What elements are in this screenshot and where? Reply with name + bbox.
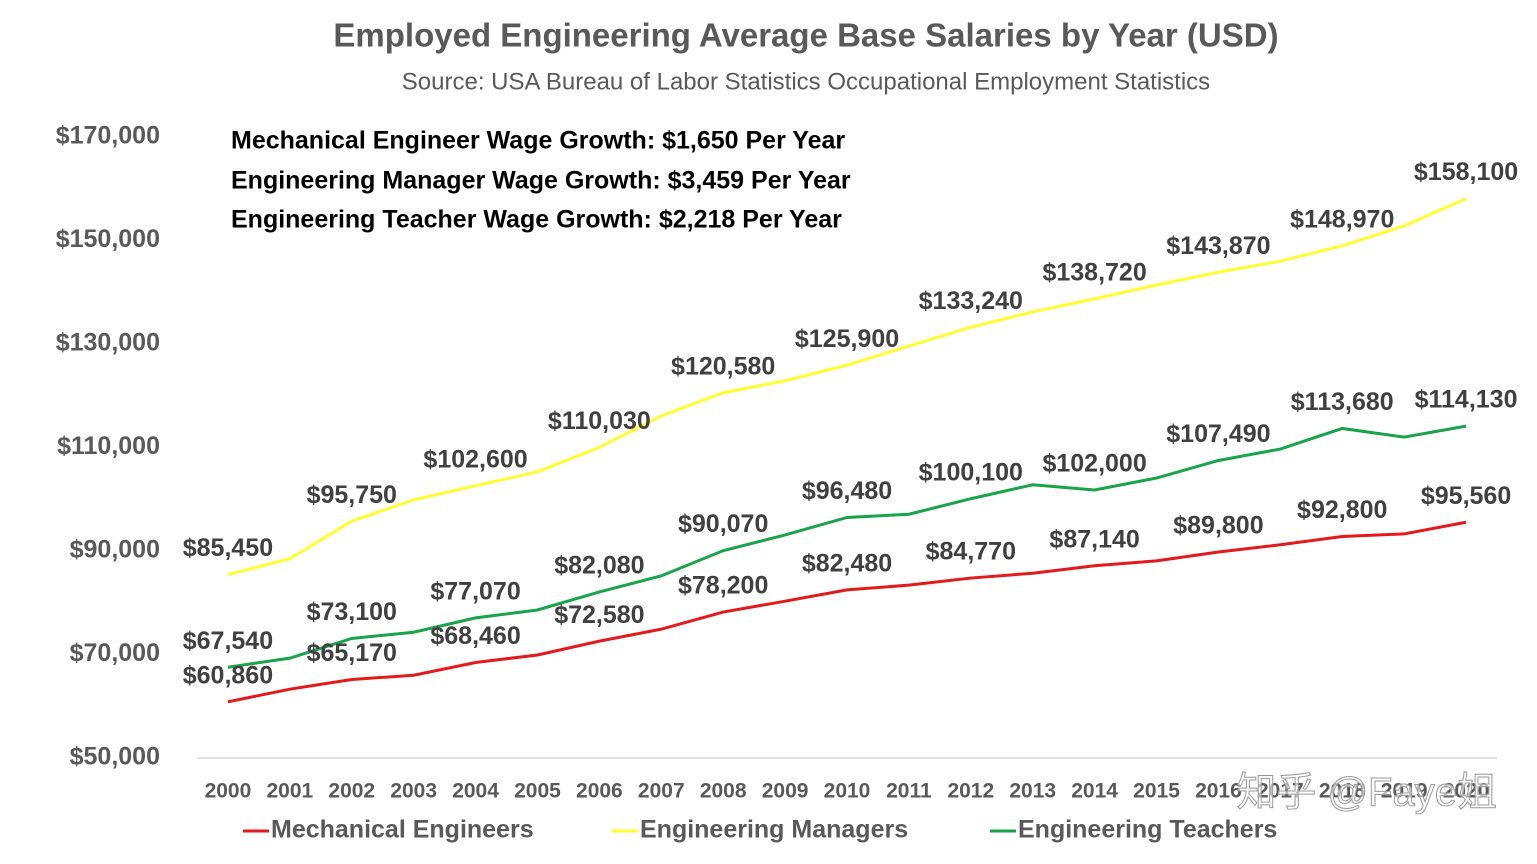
chart-subtitle: Source: USA Bureau of Labor Statistics O… xyxy=(402,68,1210,95)
y-tick-label: $90,000 xyxy=(70,536,160,564)
annotation: Engineering Manager Wage Growth: $3,459 … xyxy=(231,167,851,195)
data-label: $110,030 xyxy=(548,407,651,435)
data-label: $89,800 xyxy=(1173,512,1263,540)
annotation: Engineering Teacher Wage Growth: $2,218 … xyxy=(231,206,842,234)
data-label: $113,680 xyxy=(1291,388,1394,416)
x-tick-label: 2003 xyxy=(390,780,437,803)
data-label: $120,580 xyxy=(671,352,775,380)
data-label: $68,460 xyxy=(430,622,520,650)
x-tick-label: 2008 xyxy=(700,780,747,803)
data-label: $87,140 xyxy=(1049,525,1139,553)
data-label: $82,480 xyxy=(802,550,892,578)
data-label: $65,170 xyxy=(307,639,397,667)
data-label: $102,600 xyxy=(423,445,527,473)
data-label: $85,450 xyxy=(183,534,273,562)
x-tick-label: 2010 xyxy=(824,780,871,803)
x-tick-label: 2012 xyxy=(947,780,994,803)
x-tick-label: 2002 xyxy=(328,780,375,803)
chart-title: Employed Engineering Average Base Salari… xyxy=(333,17,1278,54)
data-label: $114,130 xyxy=(1415,386,1518,414)
data-label: $158,100 xyxy=(1414,158,1518,186)
series-line xyxy=(227,520,1467,704)
legend-label: Mechanical Engineers xyxy=(271,816,534,844)
annotation: Mechanical Engineer Wage Growth: $1,650 … xyxy=(231,127,845,155)
x-tick-label: 2019 xyxy=(1381,780,1428,803)
y-tick-label: $130,000 xyxy=(56,329,160,357)
data-label: $102,000 xyxy=(1042,450,1146,478)
data-label: $138,720 xyxy=(1042,258,1146,286)
data-label: $148,970 xyxy=(1290,205,1394,233)
y-tick-label: $170,000 xyxy=(56,122,160,150)
series-line xyxy=(227,424,1467,669)
x-tick-label: 2015 xyxy=(1133,780,1180,803)
x-tick-label: 2000 xyxy=(205,780,252,803)
data-label: $143,870 xyxy=(1166,232,1270,260)
x-tick-label: 2001 xyxy=(266,780,313,803)
data-label: $96,480 xyxy=(802,477,892,505)
watermark: 知乎 @Faye姐 xyxy=(1236,771,1497,815)
data-label: $67,540 xyxy=(183,627,273,655)
y-tick-label: $110,000 xyxy=(57,432,160,460)
data-label: $78,200 xyxy=(678,572,768,600)
data-label: $92,800 xyxy=(1297,496,1387,524)
data-label: $82,080 xyxy=(554,552,644,580)
y-tick-label: $50,000 xyxy=(70,743,160,771)
data-label: $125,900 xyxy=(795,325,899,353)
x-tick-label: 2020 xyxy=(1443,780,1490,803)
x-tick-label: 2011 xyxy=(886,780,932,803)
x-tick-label: 2017 xyxy=(1257,780,1304,803)
data-label: $60,860 xyxy=(183,661,273,689)
data-label: $84,770 xyxy=(926,538,1016,566)
x-tick-label: 2005 xyxy=(514,780,561,803)
x-tick-label: 2004 xyxy=(452,780,499,803)
x-tick-label: 2006 xyxy=(576,780,623,803)
data-label: $95,750 xyxy=(307,481,397,509)
data-label: $72,580 xyxy=(554,601,644,629)
x-tick-label: 2013 xyxy=(1009,780,1056,803)
x-tick-label: 2016 xyxy=(1195,780,1242,803)
data-label: $73,100 xyxy=(307,598,397,626)
x-tick-label: 2007 xyxy=(638,780,685,803)
data-label: $133,240 xyxy=(919,287,1023,315)
data-label: $77,070 xyxy=(430,578,520,606)
x-tick-label: 2018 xyxy=(1319,780,1366,803)
legend-label: Engineering Teachers xyxy=(1018,816,1277,844)
data-label: $95,560 xyxy=(1421,482,1511,510)
y-tick-label: $150,000 xyxy=(56,225,160,253)
y-tick-label: $70,000 xyxy=(70,639,160,667)
data-label: $107,490 xyxy=(1166,420,1270,448)
legend-label: Engineering Managers xyxy=(640,816,908,844)
data-label: $90,070 xyxy=(678,510,768,538)
data-label: $100,100 xyxy=(919,458,1023,486)
x-tick-label: 2009 xyxy=(762,780,809,803)
x-tick-label: 2014 xyxy=(1071,780,1118,803)
series-line xyxy=(227,197,1467,576)
